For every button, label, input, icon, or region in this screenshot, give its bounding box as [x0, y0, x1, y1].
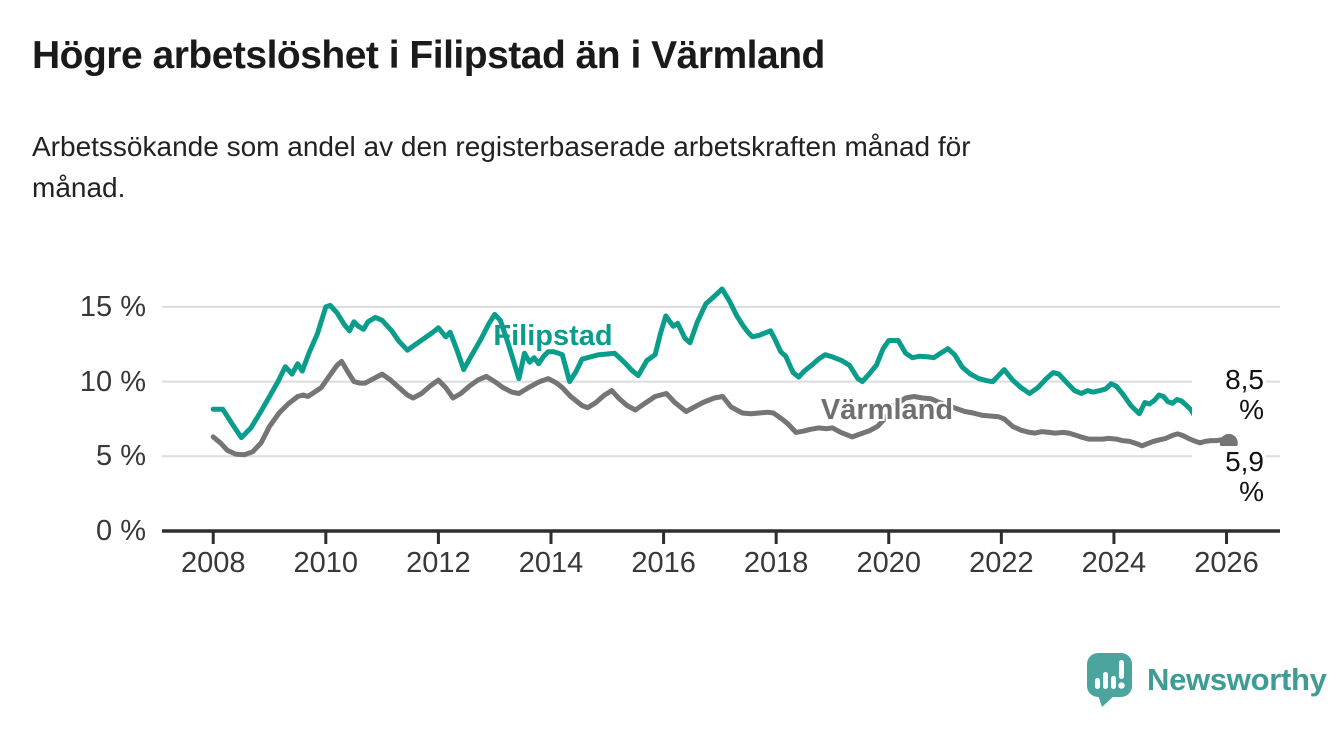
- x-tick-label: 2022: [969, 547, 1034, 579]
- y-tick-label: 5 %: [96, 440, 146, 473]
- x-tick-label: 2020: [856, 547, 921, 579]
- x-tick-label: 2010: [293, 547, 359, 579]
- bar-chart-speech-bubble-icon: [1087, 653, 1132, 707]
- y-tick-label: 10 %: [79, 365, 146, 398]
- end-value-filipstad: 8,5 %: [1192, 364, 1266, 426]
- subtitle-line-2: månad.: [32, 172, 126, 204]
- page-title: Högre arbetslöshet i Filipstad än i Värm…: [32, 34, 825, 77]
- series-line-vrmland: [210, 358, 1232, 458]
- newsworthy-wordmark: Newsworthy: [1147, 662, 1327, 697]
- x-tick-label: 2008: [180, 547, 246, 579]
- x-tick-label: 2016: [631, 547, 696, 579]
- y-tick-label: 15 %: [79, 290, 146, 323]
- subtitle-line-1: Arbetssökande som andel av den registerb…: [32, 131, 971, 162]
- x-tick-label: 2012: [406, 547, 471, 579]
- series-label-filipstad: Filipstad: [493, 320, 613, 352]
- y-tick-label: 0 %: [96, 515, 146, 547]
- x-tick-label: 2014: [518, 547, 584, 579]
- chart-subtitle: Arbetssökande som andel av den registerb…: [32, 126, 1252, 209]
- newsworthy-logo: Newsworthy: [1086, 653, 1327, 707]
- x-tick-label: 2024: [1081, 547, 1147, 579]
- series-line-filipstad: [210, 286, 1232, 441]
- x-tick-label: 2026: [1194, 547, 1259, 579]
- end-value-varmland: 5,9 %: [1192, 446, 1266, 508]
- series-label-varmland: Värmland: [820, 394, 954, 426]
- x-tick-label: 2018: [743, 547, 809, 579]
